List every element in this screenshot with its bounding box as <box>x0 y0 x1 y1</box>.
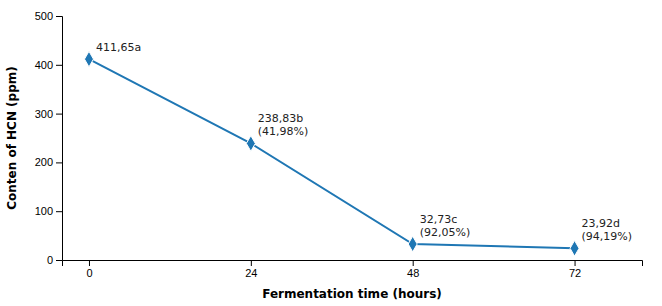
x-tick-label: 48 <box>407 267 419 279</box>
y-tick-label: 500 <box>35 10 53 22</box>
y-tick-label: 200 <box>35 156 53 168</box>
y-tick: 400 <box>35 59 62 71</box>
point <box>84 51 93 67</box>
annotation-line: (41,98%) <box>258 125 309 138</box>
annotation: 238,83b(41,98%) <box>258 112 309 138</box>
y-tick-label: 0 <box>47 254 53 266</box>
annotation-line: 23,92d <box>582 217 620 230</box>
x-tick: 0 <box>86 260 92 279</box>
x-axis-title: Fermentation time (hours) <box>262 287 442 301</box>
y-tick-label: 300 <box>35 108 53 120</box>
point <box>408 236 417 252</box>
x-tick: 24 <box>245 260 257 279</box>
annotations: 411,65a 238,83b(41,98%) 32,73c(92,05%) 23,9… <box>96 41 632 243</box>
y-tick-label: 400 <box>35 59 53 71</box>
y-tick-label: 100 <box>35 205 53 217</box>
y-axis-title: Conten of HCN (ppm) <box>5 66 19 210</box>
y-tick-mark <box>56 162 62 163</box>
x-tick-label: 72 <box>569 267 581 279</box>
x-tick-mark <box>413 260 414 266</box>
y-tick: 200 <box>35 156 62 168</box>
annotation-line: 32,73c <box>420 213 458 226</box>
y-tick-mark <box>56 260 62 261</box>
x-axis-line <box>63 261 643 267</box>
y-tick-mark <box>56 16 62 17</box>
x-tick-label: 0 <box>86 267 92 279</box>
x-tick-mark <box>575 260 576 266</box>
y-tick: 500 <box>35 10 62 22</box>
y-tick: 300 <box>35 108 62 120</box>
y-tick: 100 <box>35 205 62 217</box>
y-axis: 0 100 200 300 400 500 <box>35 10 63 266</box>
point <box>570 241 579 257</box>
chart-svg: 0 24 48 72 0 100 200 300 400 500 Fermentation time… <box>0 0 662 306</box>
chart-container: 0 24 48 72 0 100 200 300 400 500 Fermentation time… <box>0 0 662 306</box>
x-tick-mark <box>251 260 252 266</box>
y-tick-mark <box>56 211 62 212</box>
y-tick-mark <box>56 114 62 115</box>
y-tick-mark <box>56 65 62 66</box>
point <box>246 136 255 152</box>
annotation-line: 411,65a <box>96 41 141 54</box>
x-tick: 72 <box>569 260 581 279</box>
x-tick-label: 24 <box>245 267 257 279</box>
x-axis: 0 24 48 72 <box>63 260 643 279</box>
y-tick: 0 <box>47 254 62 266</box>
line <box>89 59 575 248</box>
annotation: 411,65a <box>96 41 141 54</box>
plot: 0 24 48 72 0 100 200 300 400 500 Fermentation time… <box>5 10 643 301</box>
annotation: 32,73c(92,05%) <box>420 213 471 239</box>
x-tick-mark <box>89 260 90 266</box>
annotation-line: (92,05%) <box>420 226 471 239</box>
x-tick: 48 <box>407 260 419 279</box>
annotation: 23,92d(94,19%) <box>582 217 633 243</box>
marks <box>84 51 579 256</box>
annotation-line: (94,19%) <box>582 230 633 243</box>
y-axis-line <box>56 17 63 261</box>
annotation-line: 238,83b <box>258 112 303 125</box>
